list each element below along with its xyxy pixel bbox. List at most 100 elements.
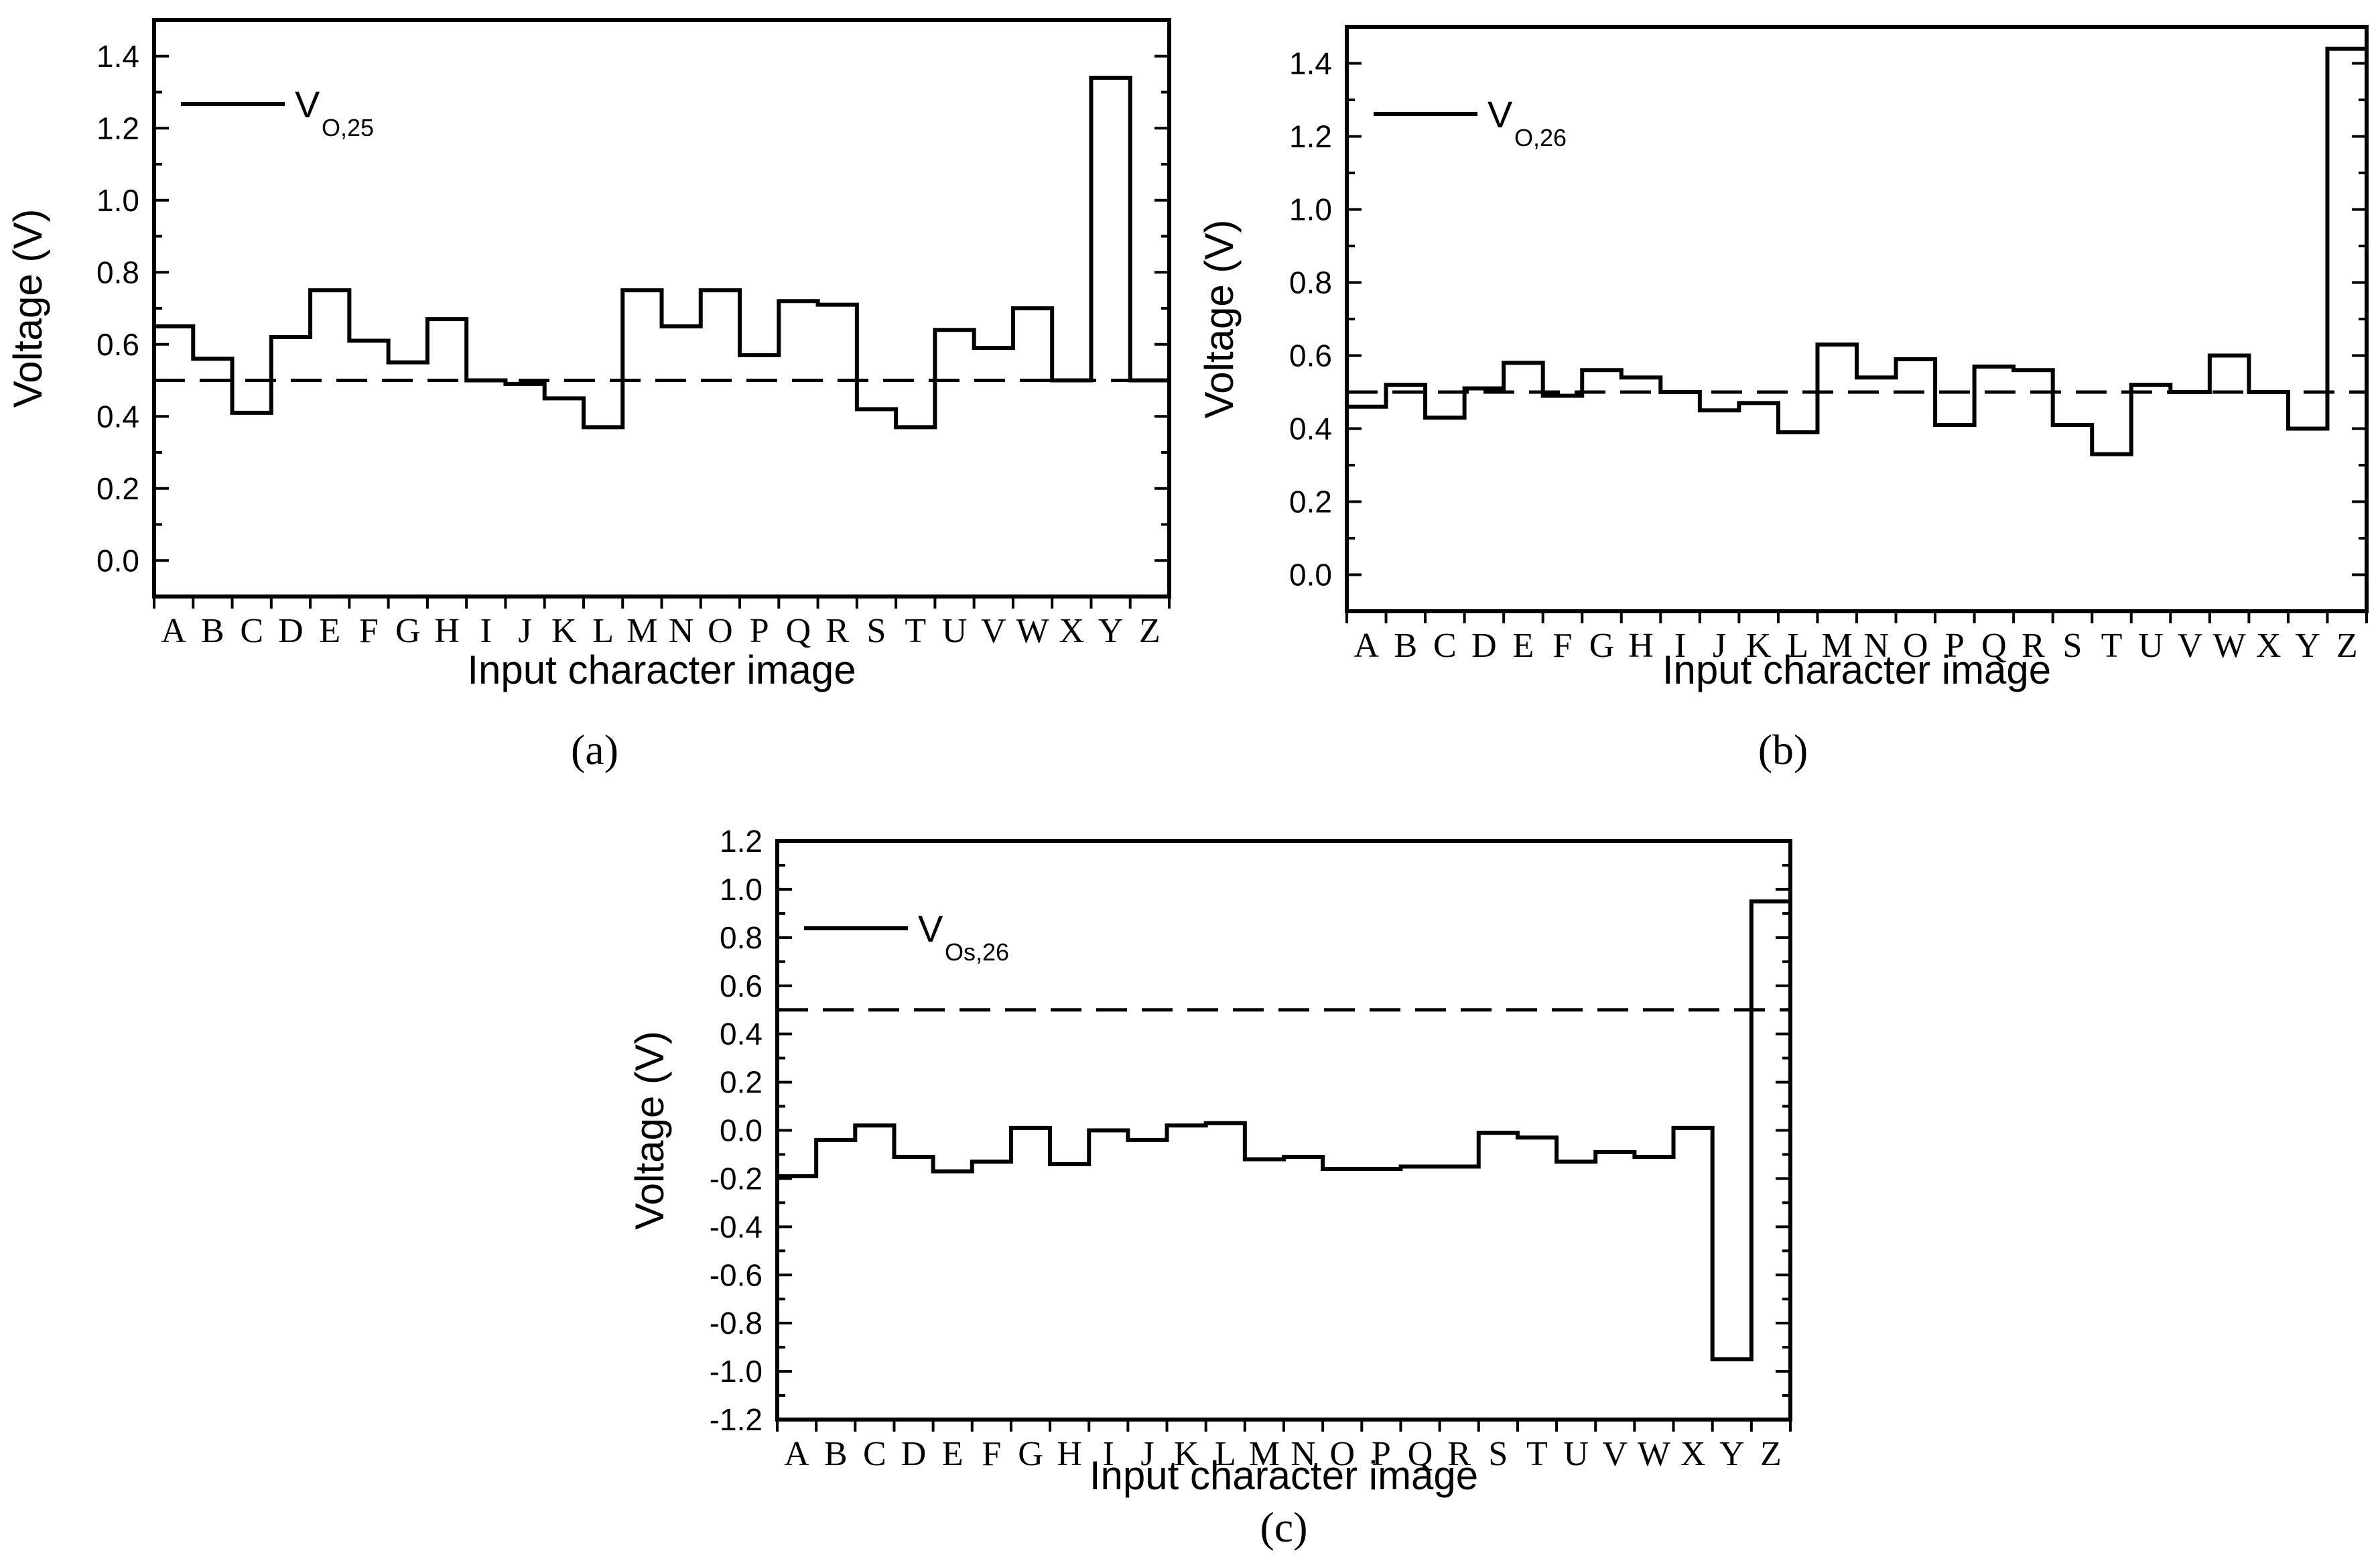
panel-a-ytick-label: 0.8: [96, 255, 139, 290]
panel-c-ytick-label: -0.6: [710, 1257, 763, 1292]
panel-c-xtick-label: T: [1526, 1435, 1548, 1473]
panel-c-xtick-label: A: [784, 1435, 809, 1473]
panel-b-ytick-label: 0.2: [1289, 485, 1332, 519]
panel-b-ytick-label: 0.8: [1289, 265, 1332, 300]
panel-c-xtick-label: Q: [1408, 1435, 1433, 1473]
panel-b-xtick-label: Y: [2295, 627, 2320, 665]
panel-a-legend-subscript: O,25: [322, 114, 374, 141]
panel-b-xtick-label: D: [1471, 627, 1497, 665]
panel-c-xtick-label: I: [1103, 1435, 1114, 1473]
panel-b-ytick-label: 0.6: [1289, 338, 1332, 373]
panel-c-xtick-label: N: [1291, 1435, 1316, 1473]
panel-b-xtick-label: K: [1746, 627, 1772, 665]
panel-a-panel-label: (a): [571, 726, 618, 773]
panel-a-xtick-label: N: [669, 612, 694, 650]
panel-c-ytick-label: 0.4: [720, 1017, 763, 1052]
panel-b-ytick-label: 1.4: [1289, 46, 1332, 81]
panel-c-ytick-label: 0.2: [720, 1065, 763, 1100]
panel-b-xtick-label: B: [1394, 627, 1417, 665]
panel-a-series-line: [154, 76, 1169, 430]
panel-c-xtick-label: M: [1249, 1435, 1280, 1473]
panel-a-ytick-label: 1.4: [96, 39, 139, 74]
panel-b-xtick-label: W: [2213, 627, 2246, 665]
panel-b-xtick-label: X: [2256, 627, 2282, 665]
panel-b-xtick-label: C: [1433, 627, 1457, 665]
panel-c-y-axis-title: Voltage (V): [627, 1031, 672, 1230]
panel-c-series-line: [777, 899, 1790, 1362]
panel-a-xtick-label: H: [434, 612, 460, 650]
panel-c-chart: -1.2 -1.0 -0.8 -0.6 -0.4 -0.2 0.0 0.2 0.4 0.6 0.8 1…: [627, 824, 1792, 1551]
panel-a-xtick-label: F: [359, 612, 379, 650]
panel-a-xtick-label: J: [518, 612, 531, 650]
panel-c-ytick-label: 1.2: [720, 824, 763, 859]
panel-c-xtick-label: G: [1018, 1435, 1043, 1473]
panel-b-xtick-label: N: [1863, 627, 1889, 665]
panel-c-x-axis-title: Input character image: [1089, 1453, 1478, 1498]
panel-c-xtick-label: Y: [1719, 1435, 1745, 1473]
panel-a-x-axis-title: Input character image: [467, 647, 856, 692]
panel-c-xtick-label: W: [1638, 1435, 1670, 1473]
panel-a-chart: 0.0 0.2 0.4 0.6 0.8 1.0 1.2 1.4 A B C D E F G H I J K L M N O P…: [5, 18, 1171, 773]
panel-c-ytick-label: 0.8: [720, 920, 763, 955]
panel-b-ytick-label: 1.2: [1289, 119, 1332, 154]
panel-a-xtick-label: G: [395, 612, 421, 650]
panel-c-ytick-label: 0.0: [720, 1113, 763, 1148]
panel-b-x-axis-title: Input character image: [1662, 647, 2051, 692]
panel-b-xtick-label: J: [1713, 627, 1726, 665]
panel-a-y-axis-title: Voltage (V): [5, 209, 50, 408]
panel-a-xtick-label: U: [942, 612, 968, 650]
panel-b-xtick-label: R: [2022, 627, 2045, 665]
panel-c-xtick-label: F: [982, 1435, 1001, 1473]
panel-a-xtick-label: K: [551, 612, 577, 650]
panel-c-ytick-label: -0.8: [710, 1306, 763, 1340]
panel-b-ytick-label: 0.0: [1289, 558, 1332, 592]
panel-b-series-line: [1347, 46, 2367, 456]
panel-b-ytick-label: 0.4: [1289, 412, 1332, 446]
panel-c-xtick-label: X: [1680, 1435, 1706, 1473]
panel-c-xtick-label: D: [901, 1435, 927, 1473]
panel-a-xtick-label: M: [626, 612, 657, 650]
panel-b-legend-label: V: [1488, 93, 1513, 135]
panel-b-xtick-label: V: [2178, 627, 2203, 665]
panel-c-xtick-label: H: [1057, 1435, 1082, 1473]
panel-b-xtick-label: L: [1787, 627, 1808, 665]
panel-a-xtick-label: R: [825, 612, 849, 650]
panel-b-panel-label: (b): [1758, 726, 1808, 773]
panel-b-xtick-label: I: [1674, 627, 1686, 665]
panel-c-ytick-label: 0.6: [720, 968, 763, 1003]
panel-c-legend-label: V: [918, 907, 943, 950]
panel-c-xtick-label: C: [863, 1435, 886, 1473]
panel-a-xtick-label: T: [905, 612, 926, 650]
panel-b-xtick-label: Z: [2336, 627, 2358, 665]
panel-a-xtick-label: Z: [1139, 612, 1161, 650]
panel-b-xtick-label: G: [1589, 627, 1615, 665]
panel-c-xtick-label: V: [1603, 1435, 1628, 1473]
panel-a-xtick-label: Y: [1098, 612, 1124, 650]
panel-a-xtick-label: S: [867, 612, 886, 650]
panel-b-xtick-label: S: [2063, 627, 2082, 665]
panel-c-xtick-label: J: [1140, 1435, 1154, 1473]
panel-a-ytick-label: 0.2: [96, 471, 139, 506]
panel-c-xtick-label: E: [942, 1435, 964, 1473]
panel-b-legend-subscript: O,26: [1514, 124, 1567, 151]
panel-b-ytick-label: 1.0: [1289, 192, 1332, 227]
panel-a-xtick-label: A: [161, 612, 186, 650]
panel-b-xtick-label: F: [1553, 627, 1573, 665]
panel-c-ytick-label: -1.2: [710, 1402, 763, 1437]
panel-c-xtick-label: Z: [1760, 1435, 1782, 1473]
panel-b-xtick-label: M: [1822, 627, 1853, 665]
panel-a-ytick-label: 0.4: [96, 399, 139, 434]
panel-c-xtick-label: B: [824, 1435, 848, 1473]
panel-a-ytick-label: 1.2: [96, 111, 139, 145]
panel-a-ytick-label: 0.6: [96, 327, 139, 362]
panel-b-xtick-label: U: [2138, 627, 2164, 665]
panel-b-xtick-label: H: [1628, 627, 1654, 665]
panel-a-xtick-label: I: [480, 612, 492, 650]
panel-a-ytick-label: 0.0: [96, 543, 139, 578]
panel-a-xtick-label: X: [1059, 612, 1085, 650]
panel-c-xtick-label: S: [1488, 1435, 1508, 1473]
panel-a-xtick-label: Q: [786, 612, 811, 650]
panel-a-xtick-label: O: [708, 612, 733, 650]
panel-c-xtick-label: R: [1447, 1435, 1471, 1473]
panel-b-xtick-label: Q: [1981, 627, 2007, 665]
